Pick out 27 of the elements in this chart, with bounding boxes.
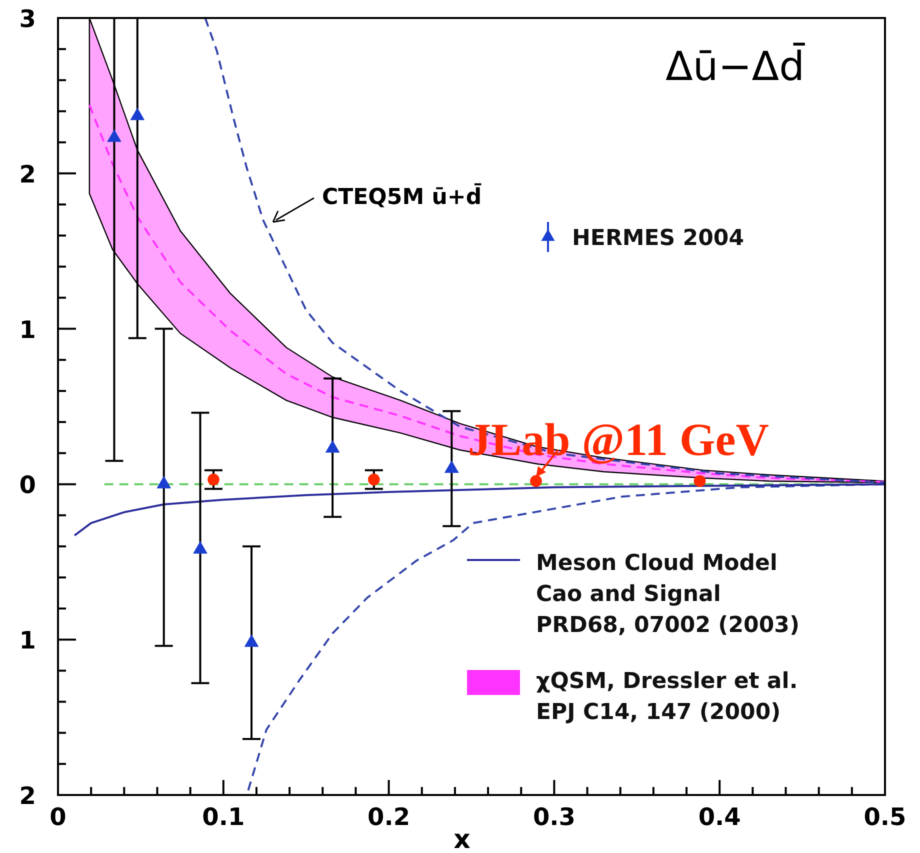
- legend-label: χQSM, Dressler et al. EPJ C14, 147 (2000): [536, 669, 798, 725]
- point: [193, 541, 208, 554]
- x-tick-label: 0.2: [368, 803, 410, 831]
- point: [107, 129, 122, 142]
- y-tick-label: 2: [19, 160, 36, 188]
- y-tick-label: 1: [19, 316, 36, 344]
- y-tick-label: 3: [19, 5, 36, 33]
- annotation: CTEQ5M ū+d̄: [322, 182, 482, 210]
- x-tick-label: 0.1: [202, 803, 245, 831]
- y-tick-label: 1: [19, 626, 36, 655]
- x-tick-label: 0: [50, 803, 66, 831]
- x-tick-label: 0.3: [532, 803, 576, 831]
- point: [444, 460, 459, 473]
- y-tick-label: 2: [19, 782, 36, 810]
- x-tick-label: 0.5: [864, 803, 906, 831]
- legend-label: Meson Cloud Model Cao and Signal PRD68, 07002 (2003): [536, 551, 800, 638]
- text: Δū−Δd̄: [666, 42, 806, 90]
- point: [156, 476, 172, 488]
- point: [244, 634, 259, 647]
- line-series: [74, 483, 885, 536]
- legend-label: HERMES 2004: [572, 226, 744, 251]
- x-tick-label: 0.4: [698, 803, 741, 831]
- y-tick-label: 0: [19, 471, 36, 500]
- x-axis-title: x: [454, 825, 471, 853]
- line-series: [88, 104, 885, 483]
- point: [130, 108, 145, 120]
- point: [325, 440, 340, 453]
